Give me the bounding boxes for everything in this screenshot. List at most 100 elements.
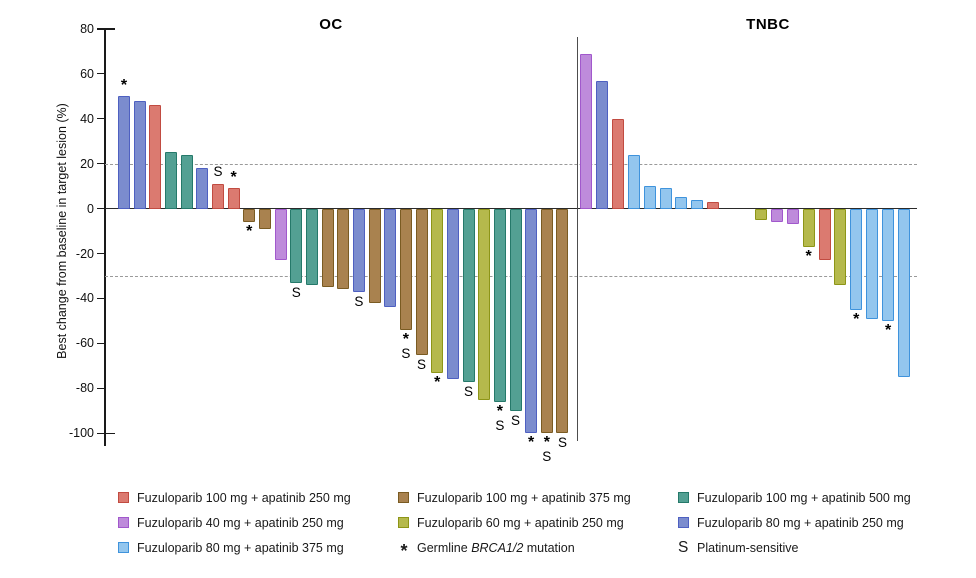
bar-oc-17 [368, 208, 381, 303]
y-tick-label: -80 [75, 381, 94, 396]
legend-item: Fuzuloparib 100 mg + apatinib 250 mg [118, 490, 398, 505]
reference-dashed-line [105, 163, 917, 165]
bar-oc-4 [164, 152, 177, 209]
bar-oc-21 [431, 208, 444, 373]
bar-oc-22 [446, 208, 459, 380]
legend-swatch-brown [398, 492, 409, 503]
legend-label: Fuzuloparib 40 mg + apatinib 250 mg [137, 515, 344, 530]
bar-tnbc-3 [611, 118, 624, 209]
y-tick-mark [97, 297, 104, 300]
legend-item: Fuzuloparib 80 mg + apatinib 375 mg [118, 540, 398, 555]
bar-oc-14 [321, 208, 334, 288]
bar-tnbc-19 [898, 208, 910, 378]
bar-tnbc-7 [675, 197, 688, 209]
platinum-sensitive-s: S [354, 293, 364, 309]
bar-oc-5 [180, 154, 193, 209]
legend-star-symbol: * [400, 541, 408, 561]
brca-mutation-star: * [496, 402, 503, 420]
bar-tnbc-1 [580, 53, 592, 209]
bar-oc-24 [478, 208, 491, 400]
legend-item: Fuzuloparib 60 mg + apatinib 250 mg [398, 515, 678, 530]
bar-tnbc-6 [659, 188, 672, 209]
brca-mutation-star: * [853, 310, 860, 328]
platinum-sensitive-s: S [417, 356, 427, 372]
legend-item: Fuzuloparib 100 mg + apatinib 500 mg [678, 490, 976, 505]
bar-oc-11 [274, 208, 287, 261]
brca-mutation-star: * [543, 434, 550, 452]
bar-oc-25 [493, 208, 506, 402]
legend-swatch-purple [118, 517, 129, 528]
y-axis-line [104, 28, 106, 446]
legend-label: Germline BRCA1/2 mutation [417, 540, 575, 555]
bar-tnbc-4 [627, 154, 640, 209]
bar-oc-19 [399, 208, 412, 330]
bar-oc-23 [462, 208, 475, 382]
y-tick-label: 20 [80, 156, 94, 171]
panel-title-oc: OC [319, 16, 343, 33]
brca-mutation-star: * [805, 247, 812, 265]
y-tick-mark [97, 208, 104, 210]
brca-mutation-star: * [434, 373, 441, 391]
y-axis-label: Best change from baseline in target lesi… [55, 103, 69, 359]
legend-label: Fuzuloparib 80 mg + apatinib 250 mg [697, 515, 904, 530]
brca-mutation-star: * [230, 169, 237, 187]
bar-oc-2 [133, 100, 146, 209]
bar-oc-18 [384, 208, 397, 308]
bar-oc-1 [118, 96, 130, 209]
legend-label: Platinum-sensitive [697, 540, 799, 555]
y-axis-bottom-cap [104, 432, 115, 435]
bar-oc-10 [258, 208, 271, 229]
brca-mutation-star: * [528, 434, 535, 452]
legend-label: Fuzuloparib 100 mg + apatinib 375 mg [417, 490, 631, 505]
y-tick-mark [97, 73, 104, 75]
bar-oc-29 [556, 208, 569, 434]
bar-tnbc-17 [866, 208, 879, 319]
brca-mutation-star: * [246, 223, 253, 241]
y-tick-label: -40 [75, 291, 94, 306]
bar-tnbc-16 [850, 208, 863, 310]
y-tick-mark [97, 28, 104, 30]
legend-item: * Germline BRCA1/2 mutation [398, 540, 678, 561]
bar-oc-3 [149, 105, 162, 209]
bar-oc-9 [243, 208, 256, 223]
brca-mutation-star: * [402, 330, 409, 348]
bar-oc-7 [211, 183, 224, 209]
legend-swatch-lightblue [118, 542, 129, 553]
platinum-sensitive-s: S [557, 435, 567, 451]
bar-tnbc-13 [802, 208, 815, 247]
y-tick-mark [97, 342, 104, 345]
y-tick-mark [97, 387, 104, 390]
bar-oc-20 [415, 208, 428, 355]
y-tick-label: 0 [87, 201, 94, 216]
y-tick-label: 40 [80, 111, 94, 126]
bar-oc-27 [525, 208, 538, 434]
bar-oc-16 [352, 208, 365, 292]
y-tick-label: -100 [68, 426, 94, 441]
y-tick-label: -20 [75, 246, 94, 261]
bar-oc-28 [540, 208, 553, 434]
legend-swatch-red [118, 492, 129, 503]
bar-tnbc-15 [834, 208, 847, 285]
bar-oc-12 [290, 208, 303, 283]
bar-tnbc-8 [691, 199, 704, 209]
platinum-sensitive-s: S [495, 417, 505, 433]
brca-mutation-star: * [884, 321, 892, 339]
bar-oc-15 [337, 208, 350, 290]
legend-item: Fuzuloparib 40 mg + apatinib 250 mg [118, 515, 398, 530]
panel-title-tnbc: TNBC [746, 16, 790, 33]
bar-tnbc-18 [882, 208, 895, 321]
y-tick-mark [97, 432, 104, 434]
legend: Fuzuloparib 100 mg + apatinib 250 mg Fuzu… [118, 490, 976, 561]
legend-item: S Platinum-sensitive [678, 539, 976, 556]
legend-swatch-teal [678, 492, 689, 503]
bar-oc-6 [196, 168, 209, 209]
y-tick-mark [97, 118, 104, 120]
legend-label: Fuzuloparib 100 mg + apatinib 500 mg [697, 490, 911, 505]
platinum-sensitive-s: S [542, 449, 552, 465]
bar-tnbc-11 [770, 208, 783, 223]
bar-tnbc-2 [595, 80, 608, 209]
bar-tnbc-12 [786, 208, 799, 225]
legend-s-symbol: S [678, 539, 689, 556]
legend-label: Fuzuloparib 100 mg + apatinib 250 mg [137, 490, 351, 505]
